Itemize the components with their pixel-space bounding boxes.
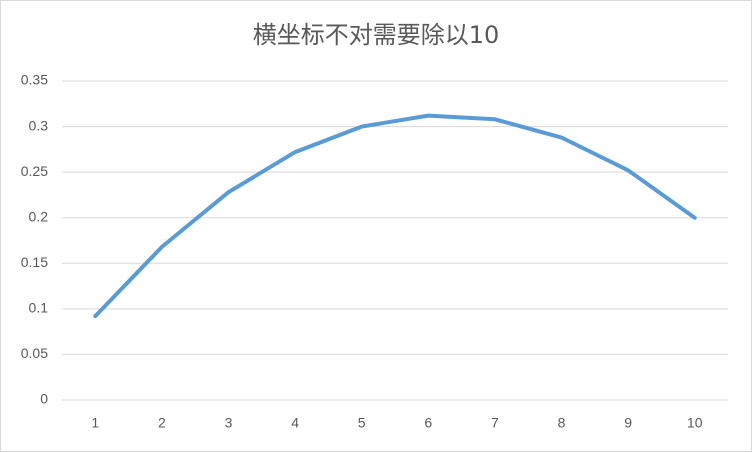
y-tick-label: 0.05 [21, 345, 48, 361]
x-tick-label: 6 [424, 415, 432, 431]
y-tick-label: 0.15 [21, 254, 48, 270]
y-tick-label: 0.1 [29, 300, 49, 316]
y-tick-label: 0 [40, 391, 48, 407]
chart-title: 横坐标不对需要除以10 [253, 21, 500, 49]
y-tick-label: 0.2 [29, 208, 49, 224]
data-line [93, 113, 697, 319]
x-tick-label: 9 [624, 415, 632, 431]
x-tick-label: 8 [558, 415, 566, 431]
x-tick-label: 7 [491, 415, 499, 431]
x-tick-label: 2 [158, 415, 166, 431]
y-tick-label: 0.35 [21, 72, 48, 88]
y-tick-label: 0.3 [29, 117, 49, 133]
y-tick-label: 0.25 [21, 163, 48, 179]
x-tick-label: 5 [358, 415, 366, 431]
x-tick-label: 4 [291, 415, 299, 431]
x-tick-label: 1 [91, 415, 99, 431]
x-tick-label: 3 [225, 415, 233, 431]
x-tick-label: 10 [687, 415, 703, 431]
